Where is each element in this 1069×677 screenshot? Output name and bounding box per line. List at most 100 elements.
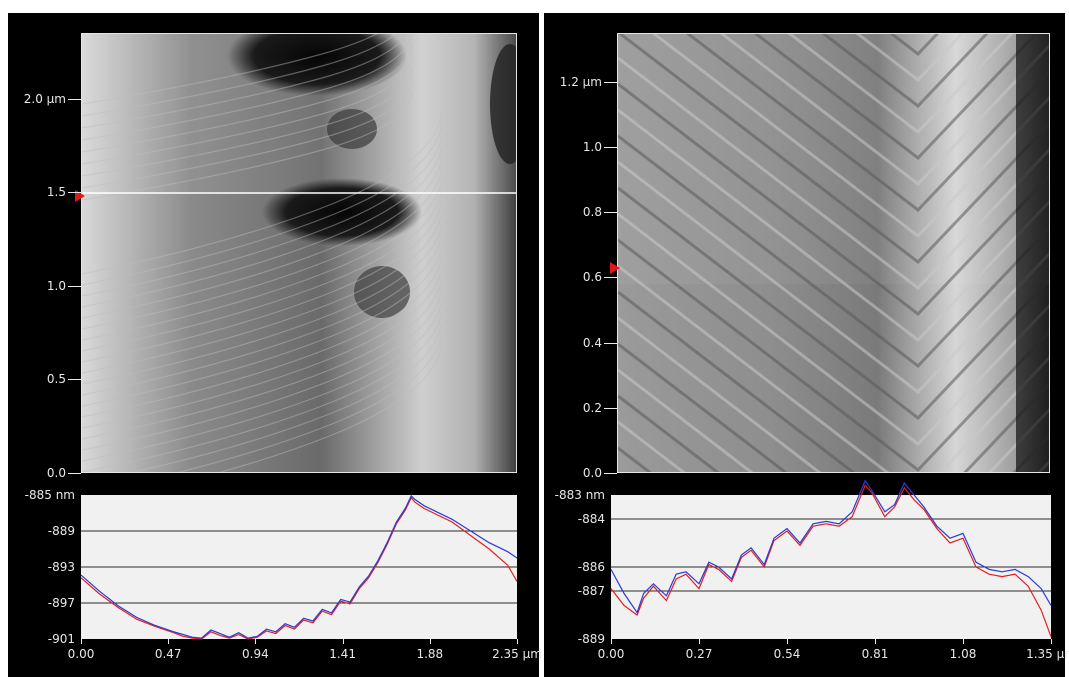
image-y-tick-mark: [604, 212, 617, 214]
profile-x-tick-label: 0.94: [242, 647, 269, 661]
image-y-tick-label: 0.5: [46, 372, 66, 387]
chevron-terraces-right: [618, 34, 1049, 472]
chevron-step: [618, 82, 1049, 317]
image-y-tick-label: 1.2 µm: [559, 74, 602, 89]
terrace-line: [82, 223, 443, 385]
terrace-line: [82, 65, 413, 177]
profile-y-tick-label: -893: [47, 560, 75, 574]
profile-x-tick-label: 1.41: [329, 647, 356, 661]
profile-x-tick-mark: [81, 639, 82, 644]
scan-position-marker-left[interactable]: [75, 189, 85, 202]
profile-y-tick-label: -889: [577, 632, 605, 646]
profile-x-tick-mark: [699, 639, 700, 644]
line-profile-left-svg: [80, 494, 518, 640]
terrace-line: [82, 34, 397, 117]
chevron-step: [719, 34, 1049, 187]
profile-trace-blue: [610, 479, 1052, 614]
line-profile-plot-left[interactable]: [80, 494, 518, 640]
image-y-tick-label: 1.0: [582, 140, 602, 155]
image-y-tick-mark: [68, 473, 81, 474]
terrace-line: [82, 53, 413, 165]
terrace-line: [82, 34, 408, 129]
image-y-tick-label: 0.6: [582, 270, 602, 285]
image-y-tick-label: 1.0: [46, 278, 66, 293]
terrace-line: [82, 278, 443, 440]
chevron-step: [821, 34, 989, 109]
afm-height-image-right[interactable]: [617, 33, 1050, 473]
terrace-line: [82, 77, 413, 189]
profile-x-tick-label: 0.47: [154, 647, 182, 661]
chevron-step: [787, 34, 1014, 135]
image-y-tick-mark: [68, 192, 81, 194]
profile-x-tick-mark: [1051, 639, 1052, 644]
profile-x-tick-label: 0.54: [773, 647, 801, 661]
scan-position-marker-right[interactable]: [610, 261, 620, 274]
chevron-step: [618, 160, 1049, 395]
terrace-line: [82, 89, 413, 201]
image-y-tick-label: 1.5: [46, 185, 66, 200]
chevron-step: [618, 34, 1049, 265]
chevron-step: [618, 56, 1049, 291]
afm-image-left-render: [82, 34, 516, 472]
line-profile-right-svg: [610, 479, 1052, 637]
image-y-tick-label: 0.8: [582, 205, 602, 220]
profile-y-tick-label: -885 nm: [24, 488, 75, 502]
profile-x-tick-label: 1.88: [416, 647, 444, 661]
profile-x-tick-label: 0.81: [861, 647, 889, 661]
profile-x-tick-mark: [517, 639, 518, 644]
image-y-tick-label: 0.4: [582, 335, 602, 350]
terrace-line: [82, 34, 378, 105]
chevron-step: [618, 290, 1049, 472]
right-edge-shadow: [1016, 34, 1049, 472]
terrace-line: [82, 311, 443, 472]
terrace-line: [82, 245, 443, 407]
chevron-step: [855, 34, 964, 83]
chevron-step: [618, 316, 1049, 472]
profile-x-tick-mark: [875, 639, 876, 644]
profile-trace-blue: [80, 494, 518, 639]
chevron-step: [753, 34, 1038, 161]
chevron-step: [652, 34, 1049, 239]
profile-x-tick-mark: [429, 639, 431, 644]
terrace-line: [82, 34, 413, 141]
profile-y-tick-label: -883 nm: [554, 488, 605, 502]
terrace-line: [82, 190, 443, 352]
terrace-line: [82, 179, 443, 341]
profile-x-tick-label: 2.35 µm: [492, 647, 542, 661]
profile-y-tick-label: -901: [47, 632, 75, 646]
terrace-line: [82, 256, 443, 418]
profile-x-tick-mark: [168, 639, 170, 644]
chevron-step: [618, 134, 1049, 369]
profile-x-tick-label: 0.00: [67, 647, 95, 661]
chevron-step: [618, 186, 1049, 421]
profile-y-tick-label: -887: [577, 584, 605, 598]
terrace-line: [131, 322, 443, 472]
terrace-line: [82, 135, 443, 297]
image-y-tick-mark: [604, 147, 617, 149]
afm-image-right-render: [618, 34, 1049, 472]
profile-x-tick-mark: [611, 639, 612, 644]
image-y-tick-label: 0.2: [582, 400, 602, 415]
profile-x-tick-mark: [342, 639, 344, 644]
profile-trace-red: [610, 484, 1052, 637]
afm-height-image-left[interactable]: [81, 33, 517, 473]
profile-x-tick-label: 0.00: [597, 647, 625, 661]
dark-pit-top: [227, 34, 516, 164]
profile-y-tick-label: -897: [47, 596, 75, 610]
image-y-tick-mark: [604, 473, 617, 474]
image-y-tick-mark: [604, 342, 617, 344]
terrace-steps-left: [82, 34, 443, 472]
image-y-tick-mark: [68, 98, 81, 100]
terrace-line: [82, 168, 443, 330]
terrace-line: [82, 234, 443, 396]
terrace-line: [82, 146, 443, 308]
profile-y-tick-label: -884: [577, 512, 605, 526]
profile-y-tick-label: -889: [47, 524, 75, 538]
chevron-step: [889, 34, 940, 57]
chevron-step: [685, 34, 1049, 213]
terrace-line: [82, 267, 443, 429]
image-y-tick-label: 2.0 µm: [23, 91, 66, 106]
image-y-tick-mark: [68, 285, 81, 287]
chevron-step: [618, 108, 1049, 343]
line-profile-plot-right[interactable]: [610, 479, 1052, 639]
